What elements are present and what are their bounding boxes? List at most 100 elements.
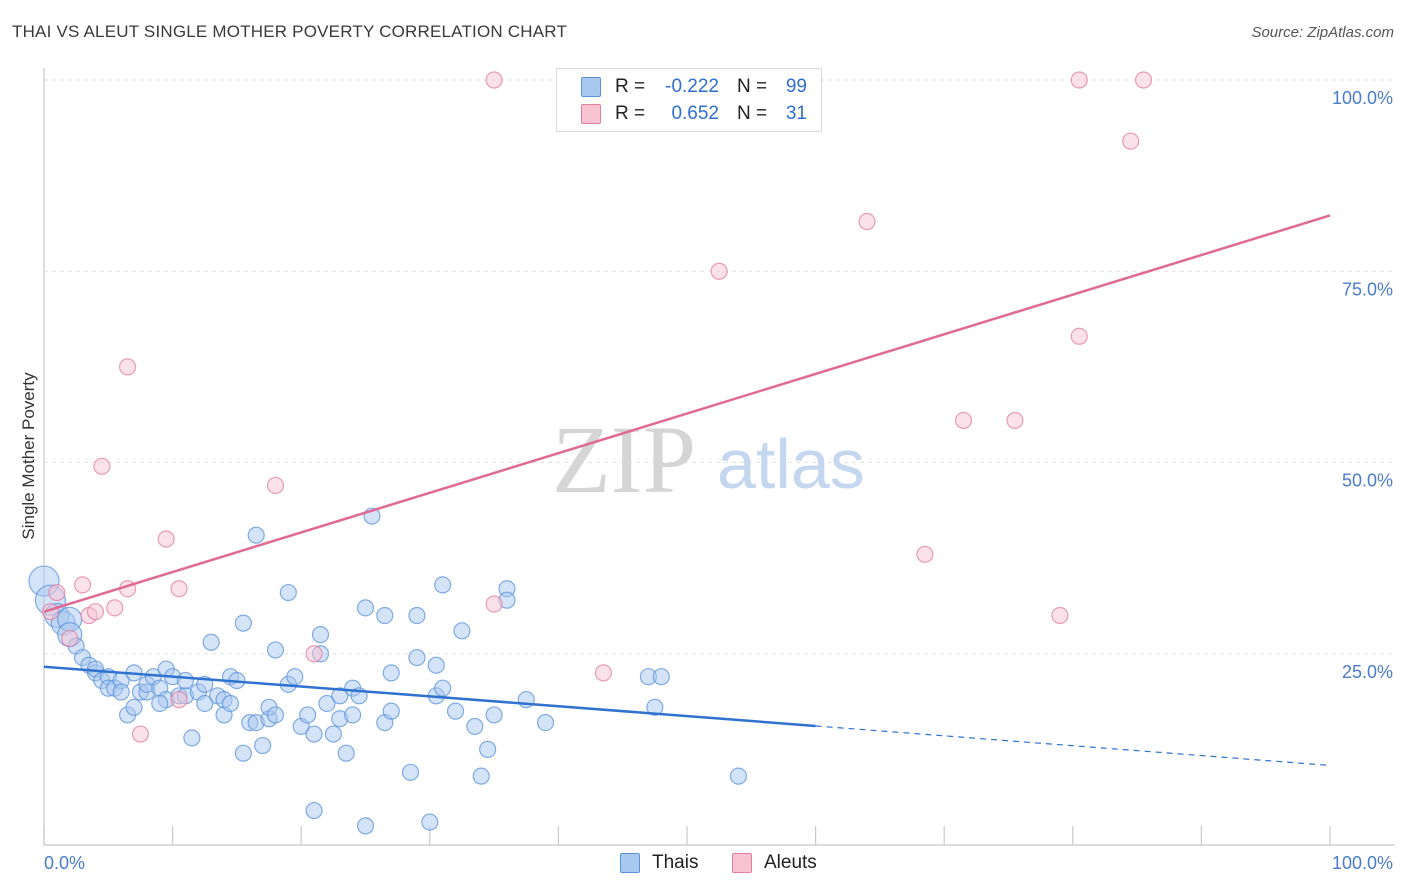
thai-point <box>151 694 169 713</box>
n-label: N = <box>737 76 768 97</box>
aleut-point <box>131 725 150 743</box>
aleut-point <box>710 262 728 280</box>
thai-trend-line <box>43 665 816 728</box>
n-label: N = <box>737 103 768 124</box>
x-tick-label: 100.0% <box>1332 853 1393 873</box>
aleut-point <box>1070 71 1088 89</box>
thai-swatch-icon <box>581 77 601 97</box>
legend-label-thais: Thais <box>652 852 699 873</box>
thai-point <box>299 706 317 724</box>
r-value-thais: -0.222 <box>665 76 719 97</box>
r-label: R = <box>615 103 646 124</box>
thai-point <box>434 576 452 594</box>
aleut-point <box>858 212 876 231</box>
aleut-point <box>1051 606 1069 625</box>
correlation-legend: R = -0.222 N = 99 R = 0.652 N = 31 <box>556 68 822 132</box>
thai-point <box>376 606 394 625</box>
chart-title: THAI VS ALEUT SINGLE MOTHER POVERTY CORR… <box>12 22 568 41</box>
aleut-swatch-icon <box>581 104 601 124</box>
aleut-point <box>170 580 188 598</box>
thai-point <box>536 713 555 732</box>
thai-point <box>254 736 272 755</box>
thai-point <box>421 813 439 831</box>
y-tick-label: 50.0% <box>1342 471 1393 491</box>
r-value-aleuts: 0.652 <box>671 103 719 124</box>
y-tick-label: 75.0% <box>1342 279 1393 299</box>
aleut-point <box>118 358 137 376</box>
thai-point <box>427 656 445 674</box>
thai-point <box>305 725 323 743</box>
legend-label-aleuts: Aleuts <box>764 852 817 873</box>
watermark: ZIP atlas <box>552 406 865 513</box>
watermark-atlas: atlas <box>717 425 865 503</box>
aleut-point <box>157 530 175 548</box>
thai-trend-extension <box>815 725 1331 767</box>
aleut-point <box>106 599 124 617</box>
n-value-thais: 99 <box>785 76 807 97</box>
n-value-aleuts: 31 <box>785 103 807 124</box>
thai-point <box>382 664 400 682</box>
thai-point <box>196 694 214 713</box>
aleut-point <box>305 645 323 663</box>
thai-point <box>318 694 336 713</box>
aleut-point <box>61 629 79 648</box>
y-tick-label: 100.0% <box>1332 88 1393 108</box>
thai-point <box>479 740 497 758</box>
thai-point <box>247 526 265 544</box>
thai-point <box>176 671 195 690</box>
aleut-legend-icon <box>732 853 752 873</box>
thai-point <box>408 648 426 667</box>
thai-point <box>202 633 220 651</box>
thai-point <box>286 668 304 686</box>
thai-point <box>266 641 285 659</box>
aleut-point <box>48 583 66 602</box>
thai-point <box>453 622 471 640</box>
aleut-point <box>485 595 503 613</box>
aleut-point <box>93 457 111 475</box>
series-legend: Thais Aleuts <box>0 852 1406 878</box>
thai-point <box>234 614 252 632</box>
aleut-point <box>594 664 613 682</box>
thai-point <box>337 744 355 762</box>
y-tick-label: 25.0% <box>1342 662 1393 682</box>
trend-lines <box>43 214 1331 767</box>
thai-point <box>472 767 490 785</box>
legend-item-aleuts[interactable]: Aleuts <box>732 852 817 874</box>
aleut-point <box>1122 132 1140 150</box>
thai-point <box>446 702 465 720</box>
aleut-point <box>485 71 503 89</box>
aleut-trend-line <box>43 214 1331 613</box>
thai-point <box>234 744 252 762</box>
thai-point <box>356 817 375 835</box>
thai-point <box>485 706 503 724</box>
thai-point <box>324 725 342 743</box>
legend-row-aleuts: R = 0.652 N = 31 <box>581 101 807 127</box>
x-tick-label: 0.0% <box>44 853 85 873</box>
aleut-point <box>916 545 934 563</box>
legend-item-thais[interactable]: Thais <box>620 852 698 874</box>
thai-point <box>279 583 297 602</box>
aleut-point <box>1134 71 1153 89</box>
thai-point <box>305 801 323 820</box>
thai-point <box>125 698 143 716</box>
thai-point <box>183 729 201 747</box>
aleut-point <box>86 603 105 621</box>
thai-point <box>652 668 670 686</box>
aleut-point <box>73 576 92 594</box>
aleut-point <box>1006 411 1024 430</box>
thai-point <box>401 763 420 781</box>
thai-point <box>466 717 484 736</box>
thai-point <box>221 694 240 713</box>
chart-source: Source: ZipAtlas.com <box>1251 24 1394 41</box>
aleut-point <box>170 691 188 709</box>
thai-point <box>331 687 349 705</box>
aleut-point <box>954 411 973 430</box>
thai-point <box>356 599 375 617</box>
thai-point <box>434 679 452 697</box>
thai-point <box>729 767 748 785</box>
thai-point <box>646 698 664 716</box>
thai-point <box>344 706 362 724</box>
aleut-point <box>266 476 285 495</box>
aleut-point <box>1070 327 1088 345</box>
